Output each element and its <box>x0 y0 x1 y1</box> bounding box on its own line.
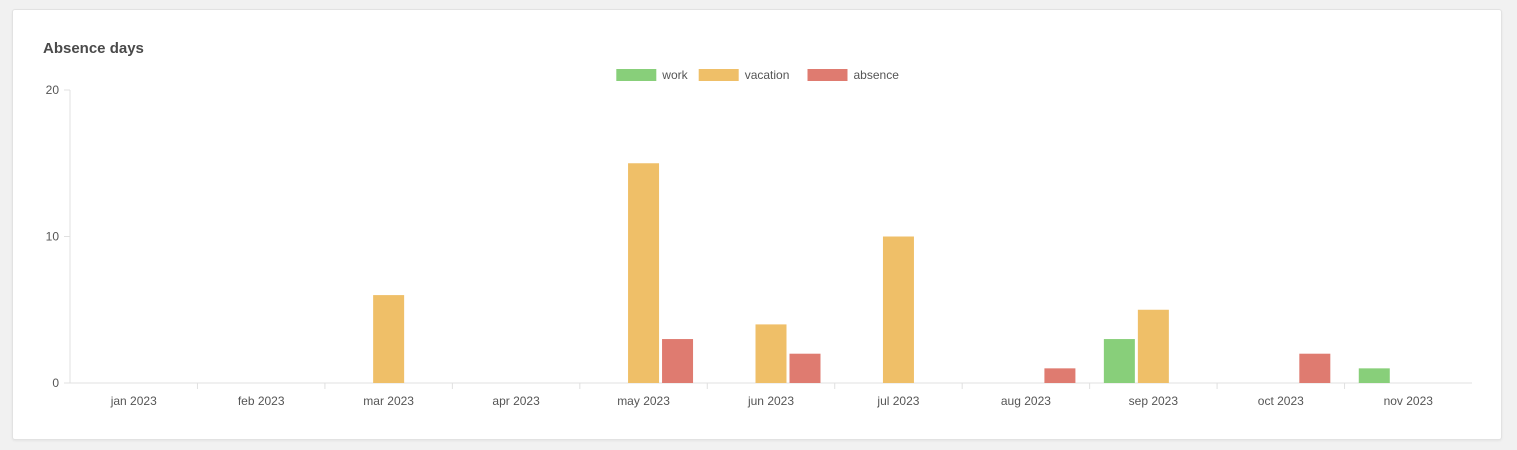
bar-absence[interactable] <box>789 353 821 383</box>
x-tick-label: jun 2023 <box>747 394 794 408</box>
bar-absence[interactable] <box>1299 353 1331 383</box>
x-tick-label: jan 2023 <box>110 394 157 408</box>
legend-swatch-absence <box>807 69 848 81</box>
x-tick-label: nov 2023 <box>1384 394 1434 408</box>
x-tick-label: apr 2023 <box>492 394 540 408</box>
legend-swatch-vacation <box>698 69 739 81</box>
bar-absence[interactable] <box>662 339 694 383</box>
bar-absence[interactable] <box>1044 368 1076 383</box>
axes: 0 10 20 jan 2023 feb 2023 mar 2023 apr 2023 may… <box>46 83 1472 408</box>
y-tick-label: 10 <box>46 230 60 244</box>
bar-vacation[interactable] <box>1137 309 1169 383</box>
bar-vacation[interactable] <box>628 163 660 383</box>
x-tick-label: sep 2023 <box>1129 394 1179 408</box>
chart-title: Absence days <box>43 40 144 57</box>
bar-work[interactable] <box>1358 368 1390 383</box>
bar-vacation[interactable] <box>755 324 787 383</box>
x-tick-label: oct 2023 <box>1258 394 1304 408</box>
x-tick-label: aug 2023 <box>1001 394 1051 408</box>
y-tick-label: 20 <box>46 83 60 97</box>
bar-vacation[interactable] <box>882 236 914 384</box>
legend-label-absence: absence <box>854 68 900 82</box>
x-tick-label: may 2023 <box>617 394 670 408</box>
x-tick-label: jul 2023 <box>876 394 919 408</box>
x-tick-label: mar 2023 <box>363 394 414 408</box>
y-tick-label: 0 <box>52 376 59 390</box>
legend-label-vacation: vacation <box>745 68 790 82</box>
bar-vacation[interactable] <box>373 295 405 383</box>
bar-work[interactable] <box>1103 339 1135 383</box>
legend-label-work: work <box>661 68 688 82</box>
legend-swatch-work <box>616 69 657 81</box>
bars <box>373 163 1390 383</box>
legend: work vacation absence <box>616 68 899 82</box>
x-tick-label: feb 2023 <box>238 394 285 408</box>
